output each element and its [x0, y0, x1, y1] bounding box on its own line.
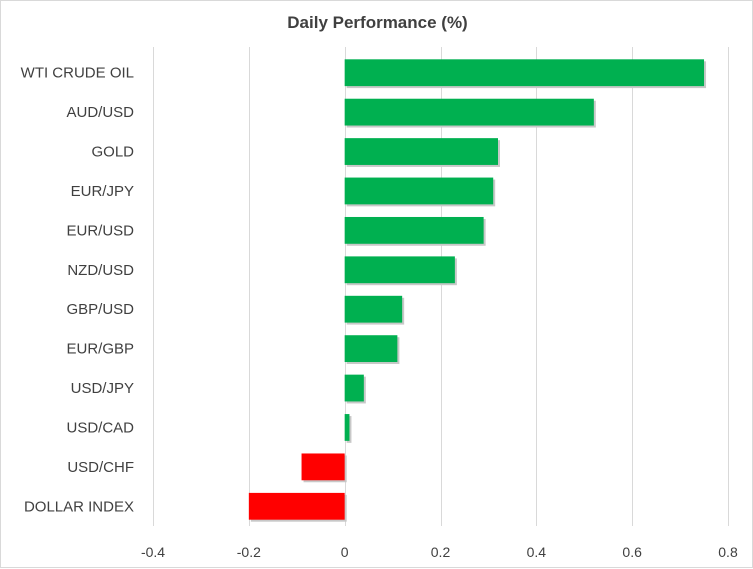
x-tick-label: 0.8 — [718, 544, 738, 560]
category-label: WTI CRUDE OIL — [21, 65, 134, 82]
bar — [344, 414, 350, 441]
category-label: EUR/JPY — [71, 183, 134, 200]
category-label: DOLLAR INDEX — [24, 498, 134, 515]
bar — [344, 177, 494, 205]
category-label: NZD/USD — [67, 262, 134, 279]
x-tick-label: -0.2 — [237, 544, 261, 560]
x-tick-label: 0.6 — [622, 544, 642, 560]
category-label: USD/CHF — [67, 459, 134, 476]
bar — [344, 59, 705, 87]
category-label: EUR/GBP — [66, 341, 134, 358]
x-tick-label: 0.2 — [431, 544, 451, 560]
category-label: EUR/USD — [66, 222, 134, 239]
bar — [344, 335, 398, 363]
x-tick-label: 0 — [341, 544, 349, 560]
bar — [344, 374, 364, 402]
category-label: USD/CAD — [66, 419, 134, 436]
bar — [344, 295, 403, 323]
category-label: AUD/USD — [66, 104, 134, 121]
bar — [344, 216, 484, 244]
bar — [248, 492, 345, 520]
category-label: GBP/USD — [66, 301, 134, 318]
bar — [344, 138, 498, 165]
bar — [301, 453, 345, 481]
x-tick-label: 0.4 — [527, 544, 547, 560]
bar — [344, 256, 455, 284]
category-label: GOLD — [91, 144, 134, 161]
chart-title: Daily Performance (%) — [287, 13, 468, 32]
category-label: USD/JPY — [71, 380, 134, 397]
bar — [344, 98, 594, 126]
x-tick-label: -0.4 — [141, 544, 165, 560]
